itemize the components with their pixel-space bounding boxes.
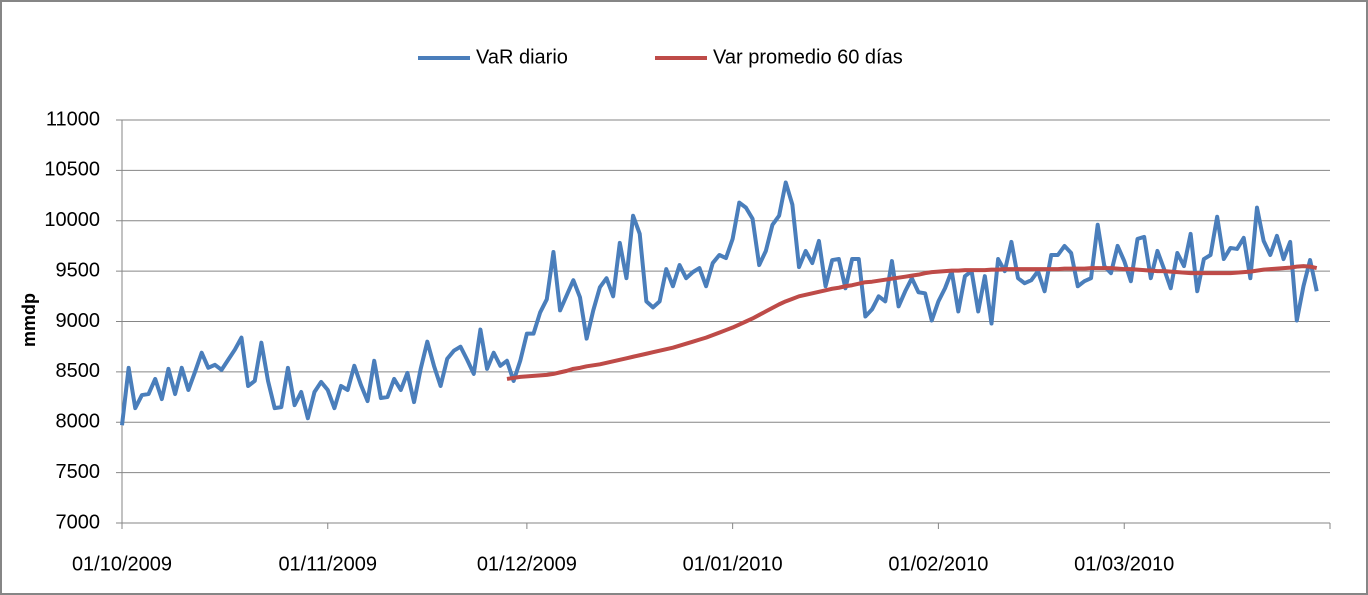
series-line [506,264,1318,381]
y-tick-label: 7000 [56,511,101,533]
y-tick-label: 10000 [44,209,100,231]
y-tick-label: 9500 [56,259,101,281]
y-tick-label: 11000 [46,108,100,130]
y-axis-label: mmdp [19,293,39,347]
x-tick-label: 01/11/2009 [278,553,377,575]
y-tick-label: 7500 [56,461,101,483]
legend-label: VaR diario [476,46,568,68]
y-tick-label: 8000 [56,411,101,433]
x-tick-label: 01/03/2010 [1074,553,1174,575]
y-tick-label: 9000 [56,310,101,332]
x-tick-label: 01/12/2009 [477,553,577,575]
y-tick-label: 10500 [44,159,100,181]
x-tick-label: 01/10/2009 [72,553,172,575]
x-tick-label: 01/02/2010 [888,553,988,575]
y-tick-label: 8500 [56,360,101,382]
x-tick-label: 01/01/2010 [683,553,783,575]
legend-label: Var promedio 60 días [713,46,903,68]
series-line [120,180,1319,426]
